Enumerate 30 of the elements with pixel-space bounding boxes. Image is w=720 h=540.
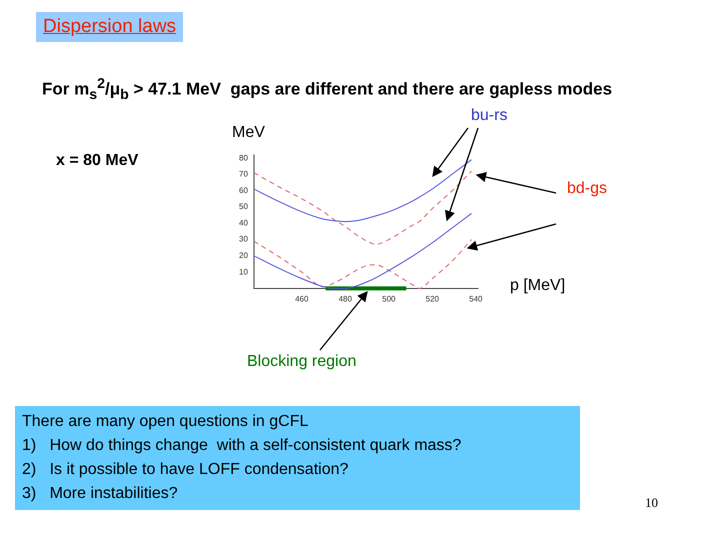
x-tick-label: 460 — [295, 294, 309, 304]
x-tick-label: 500 — [382, 294, 396, 304]
x-axis-title: p [MeV] — [510, 277, 566, 295]
text: x = 80 MeV — [56, 152, 138, 170]
text: Blocking region — [247, 353, 356, 371]
y-tick-label: 30 — [238, 234, 248, 244]
text: There are many open questions in gCFL — [22, 413, 308, 431]
chart-title: Dispersion laws — [36, 12, 184, 42]
y-tick-label: 20 — [238, 251, 248, 260]
text: 3) More instabilities? — [22, 485, 178, 503]
text: 2) Is it possible to have LOFF condensation? — [22, 461, 348, 479]
text: bd-gs — [567, 180, 608, 198]
x-tick-label: 480 — [338, 294, 352, 304]
text: 1) How do things change with a self-consistent quark mass? — [22, 437, 462, 455]
line-series — [253, 212, 472, 289]
y-tick-label: 70 — [238, 170, 248, 179]
y-tick-label: 80 — [238, 153, 248, 162]
y-tick-label: 10 — [238, 267, 248, 276]
y-tick-label: 60 — [238, 186, 248, 195]
chart-subtitle: For m$_{s}$$^{2}$/μ$_{b}$ > 47.1 MeV gaps are different and there are gapless modes — [42, 76, 612, 104]
text: bu-rs — [471, 107, 508, 125]
x-tick-label: 520 — [426, 294, 440, 304]
line-series — [253, 159, 472, 222]
x-tick-label: 540 — [469, 294, 484, 304]
text: 10 — [645, 495, 658, 511]
line-series — [253, 170, 472, 245]
line-series — [253, 239, 472, 289]
y-tick-label: 50 — [238, 202, 248, 212]
y-axis-title: MeV — [232, 124, 265, 142]
y-tick-label: 40 — [238, 218, 248, 228]
